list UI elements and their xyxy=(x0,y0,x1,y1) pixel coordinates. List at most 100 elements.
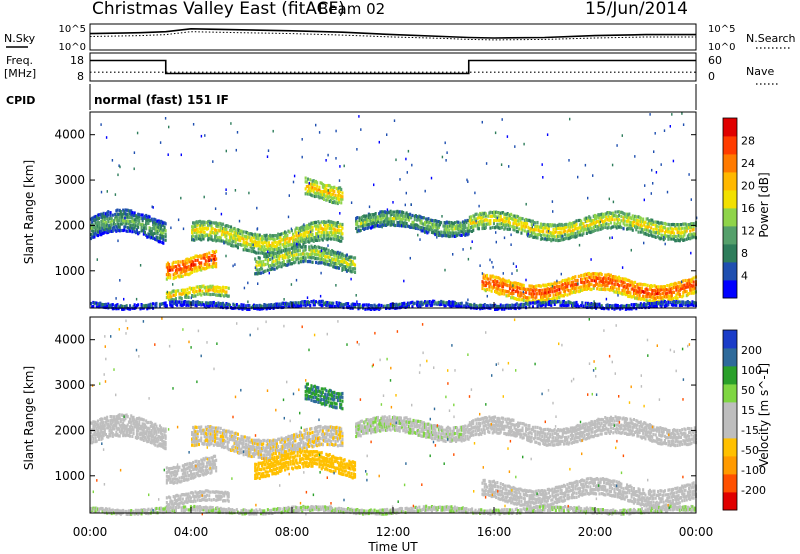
velocity-cell xyxy=(93,433,96,437)
power-cell xyxy=(264,254,267,258)
power-cell xyxy=(582,284,585,288)
power-cell xyxy=(215,249,218,253)
power-noise-cell xyxy=(611,236,613,239)
power-cell xyxy=(599,287,602,291)
power-cell xyxy=(216,224,219,228)
power-cell xyxy=(547,302,550,307)
power-cell xyxy=(659,221,662,225)
power-noise-cell xyxy=(225,192,227,195)
power-cell xyxy=(266,255,269,259)
power-cell xyxy=(667,227,670,231)
power-cell xyxy=(217,224,220,228)
power-cell xyxy=(489,226,492,230)
power-cell xyxy=(343,260,346,264)
power-cell xyxy=(670,303,673,307)
power-cell xyxy=(639,216,642,220)
power-cell xyxy=(224,234,227,239)
power-cell xyxy=(686,223,689,227)
power-cell xyxy=(487,304,490,308)
power-cell xyxy=(518,222,521,226)
power-cell xyxy=(490,304,493,308)
power-cell xyxy=(670,297,673,301)
power-cell xyxy=(378,303,381,307)
power-cell xyxy=(587,227,590,231)
power-cell xyxy=(216,236,219,240)
power-cell xyxy=(589,218,592,222)
power-cell xyxy=(597,228,600,232)
velocity-cell xyxy=(109,415,112,419)
power-cell xyxy=(209,237,212,241)
power-cell xyxy=(313,301,316,305)
power-cell xyxy=(239,231,242,236)
power-cell xyxy=(143,214,146,218)
power-cell xyxy=(455,304,458,308)
power-cell xyxy=(297,261,300,265)
power-cell xyxy=(191,302,194,307)
power-cell xyxy=(582,287,585,291)
power-cell xyxy=(174,260,177,264)
power-cell xyxy=(211,301,214,305)
power-cell xyxy=(191,225,194,229)
power-cell xyxy=(682,222,685,226)
power-cell xyxy=(126,225,129,229)
power-cell xyxy=(583,217,586,221)
power-cell xyxy=(670,294,673,298)
power-cell xyxy=(483,226,486,230)
velocity-cell xyxy=(132,419,135,423)
power-cell xyxy=(365,214,368,218)
power-cell xyxy=(595,220,598,225)
power-cell xyxy=(199,285,202,289)
velocity-cell xyxy=(118,423,121,427)
power-cell xyxy=(142,304,145,308)
power-cell xyxy=(569,291,572,295)
power-cell xyxy=(95,227,98,231)
power-cell xyxy=(508,216,511,220)
power-cell xyxy=(659,229,662,233)
power-cell xyxy=(146,235,149,239)
power-cell xyxy=(599,279,602,283)
power-cell xyxy=(446,231,449,235)
power-cell xyxy=(210,237,213,241)
power-cell xyxy=(416,303,419,307)
power-cell xyxy=(685,225,688,230)
power-cell xyxy=(368,213,371,217)
power-cell xyxy=(607,225,610,229)
power-cell xyxy=(269,251,272,255)
power-cell xyxy=(646,288,649,292)
power-cell xyxy=(327,248,330,252)
power-cell xyxy=(578,285,581,289)
power-cell xyxy=(624,304,627,308)
power-cell xyxy=(323,261,326,265)
power-cell xyxy=(323,222,326,227)
power-cell xyxy=(119,228,122,233)
power-cell xyxy=(293,303,296,307)
power-cell xyxy=(348,263,351,267)
power-cell xyxy=(279,242,282,246)
power-cell xyxy=(615,303,618,308)
power-cell xyxy=(210,285,213,290)
power-cell xyxy=(445,230,448,234)
power-cell xyxy=(526,230,529,234)
power-cell xyxy=(253,303,256,307)
power-cell xyxy=(473,224,476,228)
power-cell xyxy=(319,192,322,196)
power-cell xyxy=(622,216,625,220)
power-cell xyxy=(98,302,101,306)
power-cell xyxy=(503,212,506,216)
power-cell xyxy=(402,217,405,221)
power-cell xyxy=(313,249,316,253)
power-cell xyxy=(287,259,290,263)
power-cell xyxy=(155,226,158,230)
power-cell xyxy=(661,226,664,230)
power-cell xyxy=(554,300,557,304)
power-noise-cell xyxy=(634,155,636,158)
power-cell xyxy=(499,278,502,282)
power-cell xyxy=(426,300,429,304)
power-cell xyxy=(512,227,515,232)
power-noise-cell xyxy=(327,153,329,157)
power-cell xyxy=(434,225,437,229)
power-cell xyxy=(316,257,319,261)
power-cell xyxy=(192,221,195,225)
power-cell xyxy=(413,214,416,218)
power-cell xyxy=(337,259,340,264)
